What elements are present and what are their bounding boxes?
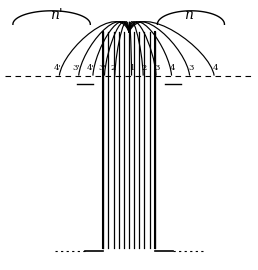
Text: n: n	[184, 8, 193, 22]
Text: n': n'	[50, 8, 63, 22]
Text: 3: 3	[155, 64, 160, 72]
Text: 4: 4	[213, 64, 218, 72]
Text: 1: 1	[130, 64, 135, 72]
Text: 3': 3'	[73, 64, 80, 72]
Text: 2: 2	[142, 64, 147, 72]
Text: 2: 2	[110, 64, 115, 72]
Text: 4': 4'	[53, 64, 61, 72]
Text: 3': 3'	[99, 64, 106, 72]
Text: 4: 4	[170, 64, 176, 72]
Text: 3: 3	[188, 64, 194, 72]
Text: 4': 4'	[87, 64, 95, 72]
